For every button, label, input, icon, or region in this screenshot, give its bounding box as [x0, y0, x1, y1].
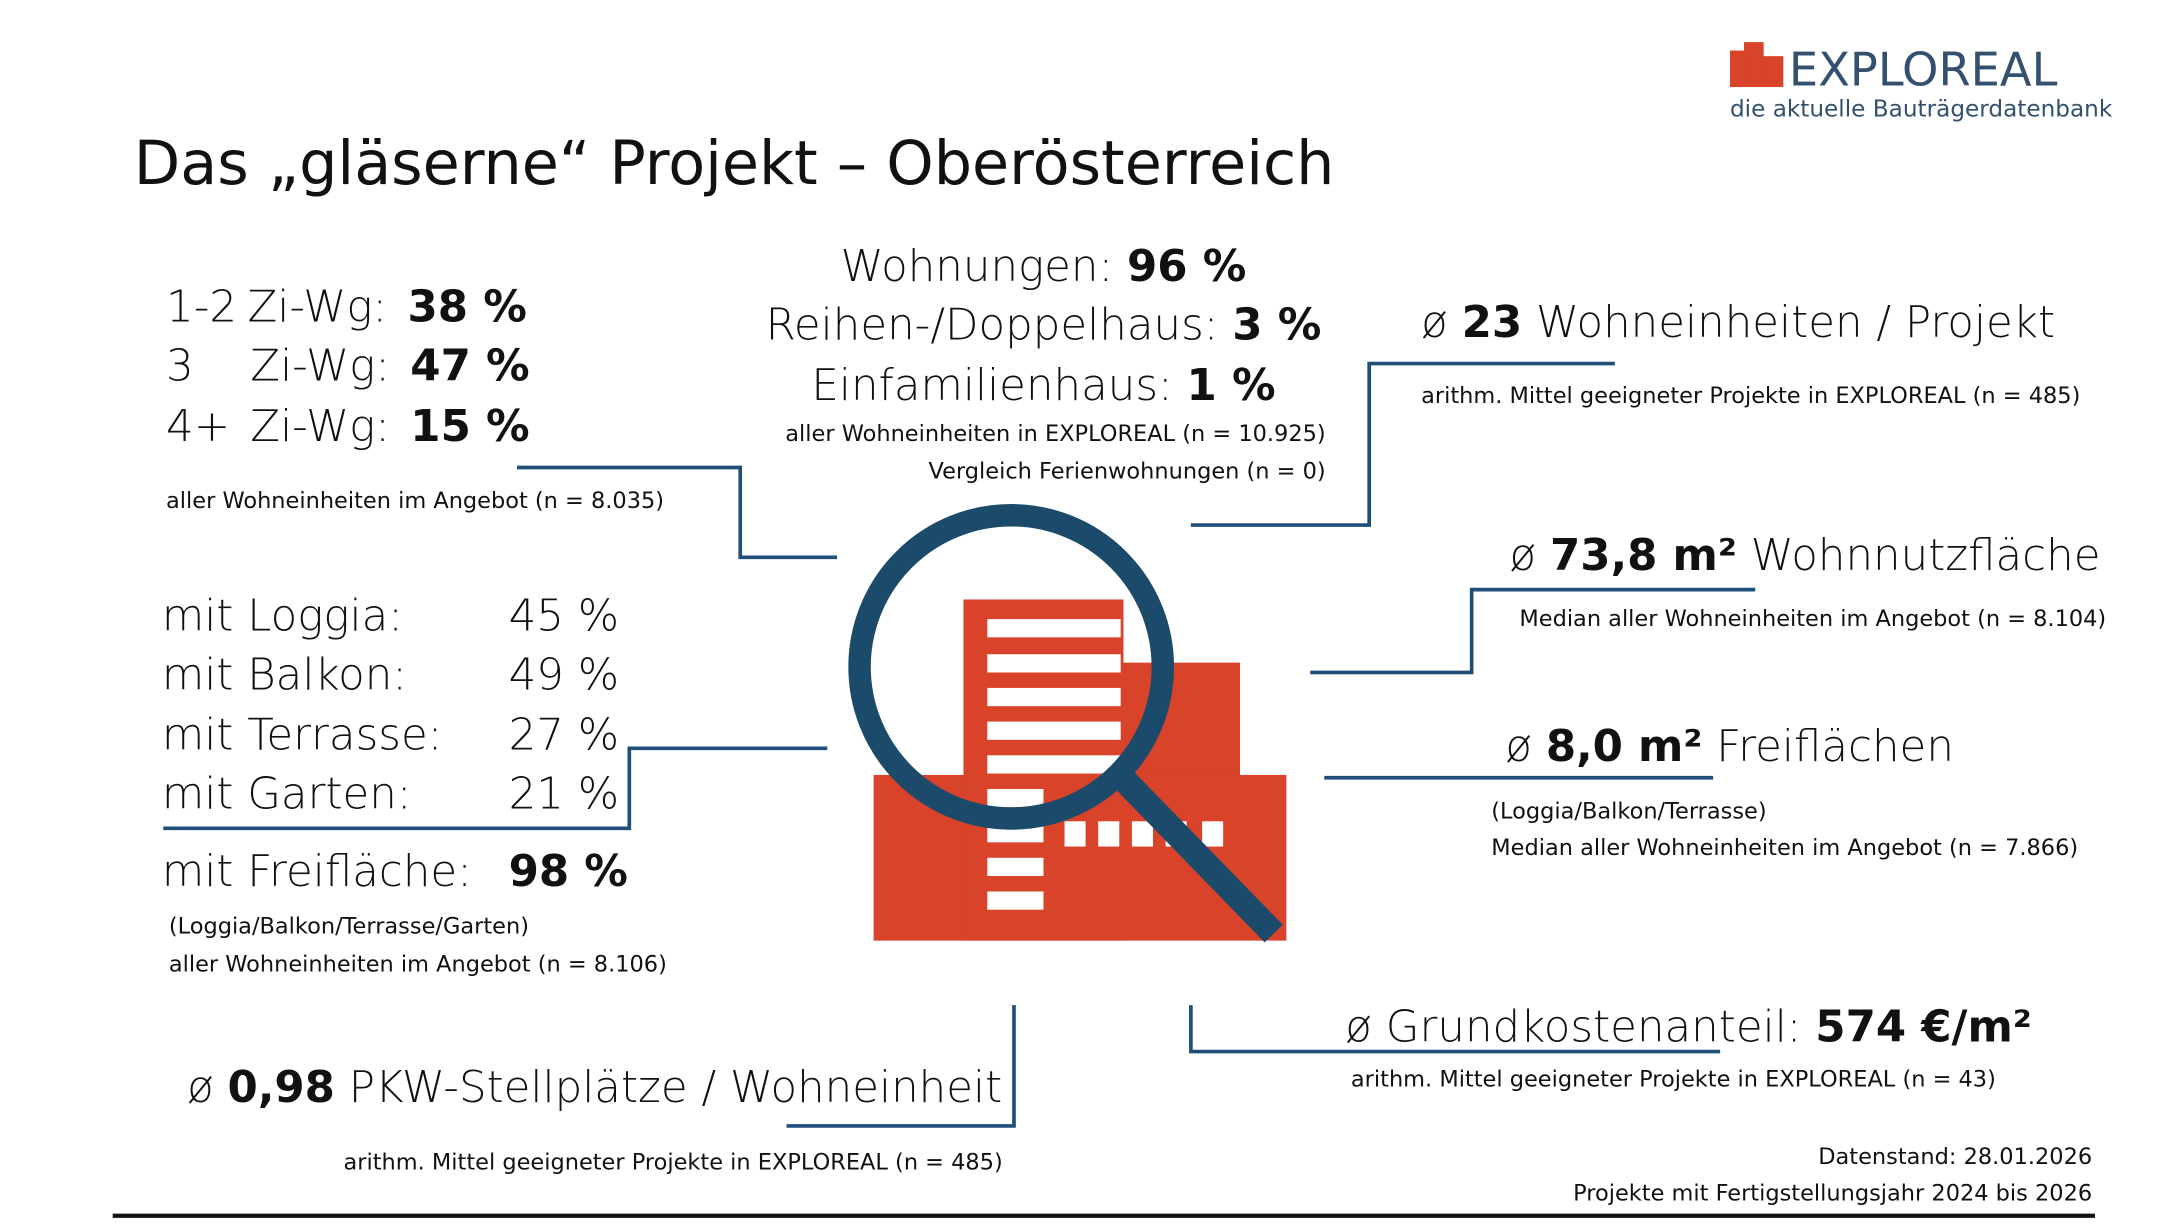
feature-label: mit Loggia: [162, 591, 403, 641]
value: 73,8 m² [1550, 531, 1737, 581]
room-label: Zi-Wg: [247, 282, 387, 332]
feature-value: 27 % [509, 711, 620, 761]
feature-value: 45 % [509, 591, 620, 641]
area: ø 73,8 m² Wohnnutzfläche Median aller Wo… [1510, 531, 2107, 632]
connector [163, 746, 828, 831]
logo-icon [1729, 50, 1747, 88]
prefix: ø [187, 1063, 214, 1113]
prefix: ø [1345, 1003, 1372, 1053]
feature-value: 98 % [509, 847, 628, 897]
value: 0,98 [228, 1063, 335, 1113]
land-cost: ø Grundkostenanteil: 574 €/m² arithm. Mi… [1345, 1003, 2032, 1093]
type-label: Reihen-/Doppelhaus: [766, 301, 1219, 351]
logo-icon [1760, 56, 1784, 88]
room-value: 47 % [410, 341, 529, 391]
stat: ø 73,8 m² Wohnnutzfläche [1510, 531, 2101, 581]
prefix: ø [1510, 531, 1537, 581]
room-value: 38 % [408, 282, 527, 332]
magnifier-handle [1114, 770, 1283, 943]
logo-tagline: die aktuelle Bauträgerdatenbank [1730, 97, 2113, 123]
note: Median aller Wohneinheiten im Angebot (n… [1491, 835, 2078, 861]
type-value: 96 % [1127, 242, 1246, 292]
type-row: Einfamilienhaus: 1 % [811, 361, 1275, 411]
note: arithm. Mittel geeigneter Projekte in EX… [1351, 1067, 1996, 1093]
type-value: 3 % [1232, 301, 1321, 351]
connectors [163, 361, 1756, 1128]
parking: ø 0,98 PKW-Stellplätze / Wohneinheit ari… [187, 1063, 1003, 1175]
stat: ø 0,98 PKW-Stellplätze / Wohneinheit [187, 1063, 1002, 1113]
connector [1190, 361, 1615, 527]
stat: ø 23 Wohneinheiten / Projekt [1421, 298, 2055, 348]
building-icon [848, 503, 1287, 943]
stat: ø 8,0 m² Freiflächen [1505, 722, 1954, 772]
note: Median aller Wohneinheiten im Angebot (n… [1519, 606, 2106, 632]
feature-label: mit Freifläche: [162, 847, 472, 897]
room-label: Zi-Wg: [250, 341, 390, 391]
room-value: 15 % [410, 402, 529, 452]
types: Wohnungen: 96 % Reihen-/Doppelhaus: 3 % … [766, 242, 1326, 485]
note: arithm. Mittel geeigneter Projekte in EX… [344, 1149, 1003, 1175]
rooms: 1-2 Zi-Wg: 38 % 3 Zi-Wg: 47 % 4+ Zi-Wg: … [166, 282, 664, 514]
label: Grundkostenanteil: [1386, 1003, 1802, 1053]
value: 8,0 m² [1546, 722, 1703, 772]
type-row: Wohnungen: 96 % [841, 242, 1247, 292]
connector [1310, 587, 1756, 675]
type-value: 1 % [1187, 361, 1276, 411]
label: Wohnnutzfläche [1751, 531, 2101, 581]
logo: EXPLOREAL die aktuelle Bauträgerdatenban… [1729, 42, 2113, 123]
units: ø 23 Wohneinheiten / Projekt arithm. Mit… [1421, 298, 2080, 409]
title: Das „gläserne“ Projekt – Oberösterreich [134, 129, 1335, 199]
feature-label: mit Balkon: [162, 650, 407, 700]
stat: ø Grundkostenanteil: 574 €/m² [1345, 1003, 2032, 1053]
label: Wohneinheiten / Projekt [1536, 298, 2055, 348]
feature-value: 49 % [509, 650, 620, 700]
footer-note: Datenstand: 28.01.2026 [1818, 1144, 2092, 1170]
outdoor-area: ø 8,0 m² Freiflächen (Loggia/Balkon/Terr… [1491, 722, 2078, 861]
note: Vergleich Ferienwohnungen (n = 0) [929, 459, 1326, 485]
label: PKW-Stellplätze / Wohneinheit [349, 1063, 1002, 1113]
type-label: Wohnungen: [841, 242, 1114, 292]
logo-icon [1744, 42, 1764, 88]
logo-name: EXPLOREAL [1789, 43, 2058, 97]
type-label: Einfamilienhaus: [811, 361, 1172, 411]
note: aller Wohneinheiten im Angebot (n = 8.03… [166, 488, 664, 514]
room-count: 1-2 [166, 282, 237, 332]
features: mit Loggia: 45 % mit Balkon: 49 % mit Te… [162, 591, 667, 977]
connector [517, 465, 838, 560]
note: aller Wohneinheiten im Angebot (n = 8.10… [169, 951, 667, 977]
room-label: Zi-Wg: [250, 402, 390, 452]
feature-label: mit Garten: [162, 770, 412, 820]
footer-note: Projekte mit Fertigstellungsjahr 2024 bi… [1573, 1180, 2092, 1206]
label: Freiflächen [1716, 722, 1954, 772]
note: (Loggia/Balkon/Terrasse/Garten) [169, 914, 529, 940]
room-count: 3 [166, 341, 194, 391]
connector [786, 1005, 1016, 1128]
type-row: Reihen-/Doppelhaus: 3 % [766, 301, 1322, 351]
note: aller Wohneinheiten in EXPLOREAL (n = 10… [785, 421, 1325, 447]
magnifier [848, 503, 1175, 830]
connector [1189, 1005, 1721, 1054]
prefix: ø [1505, 722, 1532, 772]
feature-value: 21 % [509, 770, 620, 820]
feature-label: mit Terrasse: [162, 711, 443, 761]
value: 574 €/m² [1815, 1003, 2032, 1053]
value: 23 [1462, 298, 1523, 348]
room-count: 4+ [166, 402, 230, 452]
prefix: ø [1421, 298, 1448, 348]
note: arithm. Mittel geeigneter Projekte in EX… [1421, 383, 2080, 409]
note: (Loggia/Balkon/Terrasse) [1491, 798, 1766, 824]
